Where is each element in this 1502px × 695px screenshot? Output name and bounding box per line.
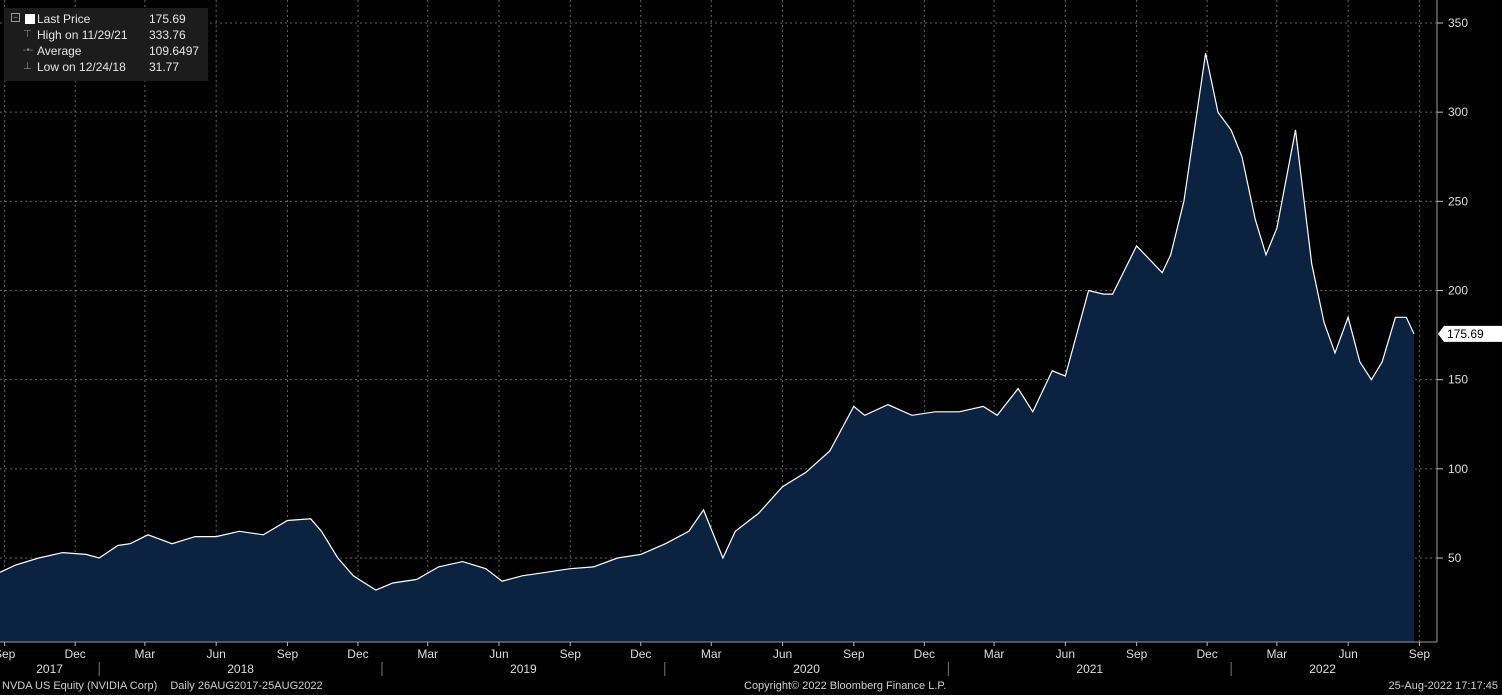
low-label: Low on 12/24/18 (37, 60, 126, 74)
x-month-label: Dec (64, 647, 85, 661)
x-month-label: Jun (1338, 647, 1357, 661)
x-month-label: Dec (1196, 647, 1217, 661)
x-month-label: Sep (560, 647, 582, 661)
high-label: High on 11/29/21 (37, 28, 128, 42)
y-tick-label: 200 (1448, 284, 1468, 298)
average-label: Average (37, 44, 82, 58)
x-year-label: 2017 (36, 662, 63, 676)
x-year-label: 2022 (1309, 662, 1336, 676)
collapse-icon[interactable]: − (11, 13, 20, 22)
low-value: 31.77 (149, 60, 180, 74)
x-month-label: Jun (1056, 647, 1075, 661)
average-value: 109.6497 (149, 44, 200, 58)
y-tick-label: 350 (1448, 16, 1468, 30)
price-line (0, 53, 1415, 591)
price-area (0, 53, 1414, 643)
x-month-label: Sep (0, 647, 16, 661)
x-month-label: Jun (489, 647, 508, 661)
x-month-label: Mar (984, 647, 1005, 661)
last-price-swatch (25, 14, 35, 24)
footer-timestamp: 25-Aug-2022 17:17:45 (1388, 680, 1498, 692)
average-marker-icon: -•- (23, 45, 34, 56)
last-price-tag: 175.69 (1438, 325, 1502, 342)
low-marker-icon: ⊥ (23, 61, 32, 72)
x-month-label: Dec (914, 647, 935, 661)
x-month-label: Sep (277, 647, 299, 661)
last-price-value: 175.69 (149, 12, 186, 26)
x-month-label: Mar (417, 647, 438, 661)
last-price-tag-bg (1438, 325, 1502, 342)
y-tick-label: 300 (1448, 105, 1468, 119)
high-marker-icon: ⊤ (23, 29, 32, 40)
security-name: NVDA US Equity (NVIDIA Corp) (2, 680, 158, 692)
x-month-label: Sep (1126, 647, 1148, 661)
y-tick-label: 250 (1448, 194, 1468, 208)
x-axis: Sep Dec Mar Jun Sep Dec Mar Jun Sep Dec Mar Jun Sep D… (0, 642, 1430, 676)
last-price-label: Last Price (37, 12, 91, 26)
x-month-label: Dec (347, 647, 368, 661)
x-year-label: 2021 (1076, 662, 1103, 676)
x-month-label: Jun (773, 647, 792, 661)
x-month-label: Mar (135, 647, 156, 661)
legend: − Last Price 175.69 ⊤ High on 11/29/21 3… (4, 8, 208, 81)
x-month-label: Jun (206, 647, 225, 661)
high-value: 333.76 (149, 28, 186, 42)
x-month-label: Dec (630, 647, 651, 661)
footer-copyright: Copyright© 2022 Bloomberg Finance L.P. (744, 680, 947, 692)
x-month-label: Sep (1409, 647, 1431, 661)
y-axis: 50 100 150 200 250 300 350 (1437, 16, 1468, 565)
y-tick-label: 50 (1448, 551, 1462, 565)
x-year-label: 2019 (510, 662, 537, 676)
footer-security: NVDA US Equity (NVIDIA Corp) Daily 26AUG… (2, 680, 323, 692)
x-year-label: 2020 (793, 662, 820, 676)
data-period: Daily 26AUG2017-25AUG2022 (170, 680, 323, 692)
y-tick-label: 150 (1448, 373, 1468, 387)
x-month-label: Mar (701, 647, 722, 661)
x-year-label: 2018 (227, 662, 254, 676)
x-month-label: Mar (1267, 647, 1288, 661)
y-tick-label: 100 (1448, 462, 1468, 476)
x-month-label: Sep (843, 647, 865, 661)
last-price-tag-label: 175.69 (1447, 327, 1484, 341)
